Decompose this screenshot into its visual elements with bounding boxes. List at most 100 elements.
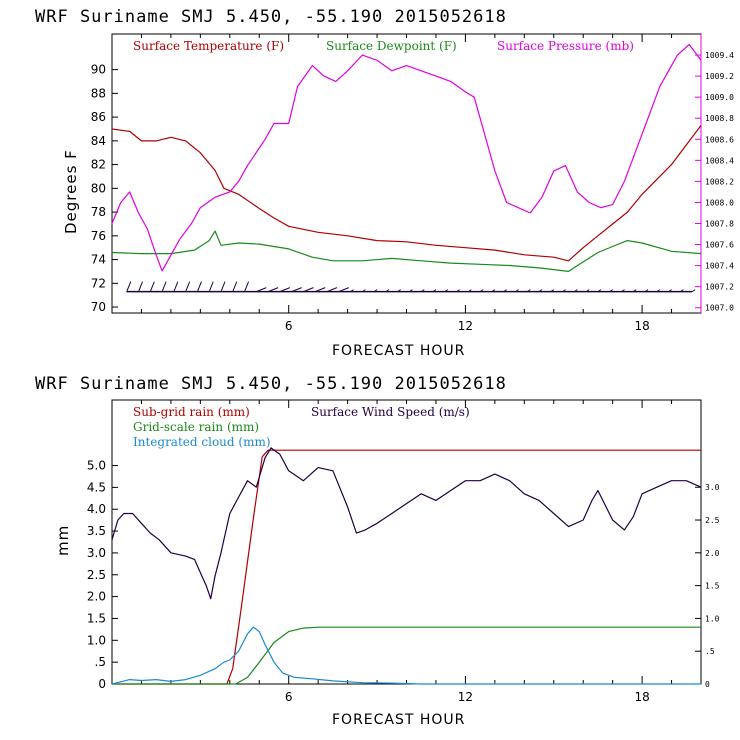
wind-barb xyxy=(515,289,519,293)
x-tick-label: 6 xyxy=(285,319,293,333)
wind-barb xyxy=(350,289,354,293)
wind-barb xyxy=(597,289,602,293)
x-tick-label: 6 xyxy=(285,690,293,704)
y2-tick-label: 1.0 xyxy=(705,614,720,623)
bottom-x-ticks: 6 12 18 xyxy=(140,400,673,704)
wind-barb xyxy=(126,281,132,292)
wind-barb xyxy=(432,289,437,293)
top-series xyxy=(111,43,702,272)
y2-tick-label: .5 xyxy=(705,647,715,656)
wind-barb xyxy=(185,281,191,292)
wind-barb xyxy=(609,289,613,293)
bottom-chart-title: WRF Suriname SMJ 5.450, -55.190 20150526… xyxy=(35,374,507,394)
y2-tick-label: 1008.6 xyxy=(705,135,734,144)
top-x-ticks: 6 12 18 xyxy=(140,34,673,333)
y2-tick-label: 1007.6 xyxy=(705,241,734,250)
wind-barb xyxy=(420,289,425,293)
y-tick-label: 76 xyxy=(91,229,106,243)
y-tick-label: 1.0 xyxy=(87,633,106,647)
wind-barb xyxy=(680,289,684,293)
legend-pressure: Surface Pressure (mb) xyxy=(497,39,634,53)
wind-barb xyxy=(338,287,349,293)
bottom-y2-ticks: 0 .5 1.0 1.5 2.0 2.5 3.0 xyxy=(695,483,720,689)
wind-barb xyxy=(385,289,390,293)
series-line-subgrid xyxy=(112,449,701,685)
wind-barb xyxy=(267,287,279,293)
wind-barb xyxy=(149,281,155,292)
wind-barbs xyxy=(126,281,696,293)
wind-barb xyxy=(691,289,696,293)
wind-barb xyxy=(526,289,531,293)
wind-barb xyxy=(173,281,179,292)
wind-barb xyxy=(585,289,590,293)
y2-tick-label: 1007.2 xyxy=(705,283,734,292)
x-tick-label: 12 xyxy=(458,319,473,333)
legend-temperature: Surface Temperature (F) xyxy=(133,39,284,53)
series-line-gridscale xyxy=(112,626,701,685)
wind-barb xyxy=(562,289,566,293)
y-tick-label: 74 xyxy=(91,253,106,267)
y2-tick-label: 3.0 xyxy=(705,483,720,492)
y2-tick-label: 1008.0 xyxy=(705,198,734,207)
legend-integrated-cloud: Integrated cloud (mm) xyxy=(133,435,271,449)
y-tick-label: 72 xyxy=(91,276,106,290)
wind-barb xyxy=(621,289,625,293)
legend-wind-speed: Surface Wind Speed (m/s) xyxy=(311,405,470,419)
wind-barb xyxy=(373,289,378,293)
wind-barb xyxy=(632,289,637,293)
y-tick-label: 90 xyxy=(91,63,106,77)
y-tick-label: 84 xyxy=(91,134,106,148)
y-tick-label: 4.5 xyxy=(87,480,106,494)
precipitation-panel: WRF Suriname SMJ 5.450, -55.190 20150526… xyxy=(35,374,720,728)
bottom-x-axis-label: FORECAST HOUR xyxy=(332,712,465,728)
x-tick-label: 18 xyxy=(634,690,649,704)
y2-tick-label: 2.5 xyxy=(705,516,720,525)
wind-barb xyxy=(196,281,202,292)
top-plot-frame xyxy=(111,33,702,314)
wind-barb xyxy=(232,281,238,292)
bottom-y-ticks: 0 .5 1.0 1.5 2.0 2.5 3.0 3.5 4.0 4.5 5.0 xyxy=(87,459,118,691)
y2-tick-label: 0 xyxy=(705,680,710,689)
top-y-axis-label: Degrees F xyxy=(62,149,80,234)
wind-barb xyxy=(220,281,226,292)
y-tick-label: 3.0 xyxy=(87,546,106,560)
bottom-y-axis-label: mm xyxy=(54,525,72,556)
y2-tick-label: 1009.0 xyxy=(705,93,734,102)
wind-barb xyxy=(644,289,649,293)
wind-barb xyxy=(256,287,267,293)
temperature-panel: WRF Suriname SMJ 5.450, -55.190 20150526… xyxy=(35,7,734,359)
series-line-temperature xyxy=(111,125,702,262)
wind-barb xyxy=(326,287,338,293)
wind-barb xyxy=(362,289,366,293)
legend-subgrid-rain: Sub-grid rain (mm) xyxy=(133,405,250,419)
y-tick-label: 78 xyxy=(91,205,106,219)
wind-barb xyxy=(538,289,543,293)
y-tick-label: 3.5 xyxy=(87,524,106,538)
wind-barb xyxy=(574,289,578,293)
legend-dewpoint: Surface Dewpoint (F) xyxy=(326,39,457,53)
top-x-axis-label: FORECAST HOUR xyxy=(332,343,465,359)
y-tick-label: 80 xyxy=(91,181,106,195)
y-tick-label: 4.0 xyxy=(87,502,106,516)
y-tick-label: 2.5 xyxy=(87,568,106,582)
series-line-dewpoint xyxy=(111,230,702,272)
wind-barb xyxy=(397,289,401,293)
wind-barb xyxy=(244,281,249,292)
series-line-wind xyxy=(111,447,702,600)
wind-barb xyxy=(161,281,167,292)
legend-gridscale-rain: Grid-scale rain (mm) xyxy=(133,420,259,434)
wind-barb xyxy=(279,287,291,293)
wind-barb xyxy=(409,289,413,293)
series-line-pressure xyxy=(111,43,702,272)
y2-tick-label: 2.0 xyxy=(705,549,720,558)
y2-tick-label: 1.5 xyxy=(705,582,720,591)
y2-tick-label: 1009.2 xyxy=(705,72,734,81)
wind-barb xyxy=(656,289,661,293)
wind-barb xyxy=(291,287,302,293)
bottom-series xyxy=(111,447,702,685)
y2-tick-label: 1007.0 xyxy=(705,304,734,313)
wind-barb xyxy=(315,287,326,293)
top-y2-ticks: 1007.0 1007.2 1007.4 1007.6 1007.8 1008.0 1008… xyxy=(695,51,734,313)
wind-barb xyxy=(550,289,555,293)
x-tick-label: 18 xyxy=(634,319,649,333)
